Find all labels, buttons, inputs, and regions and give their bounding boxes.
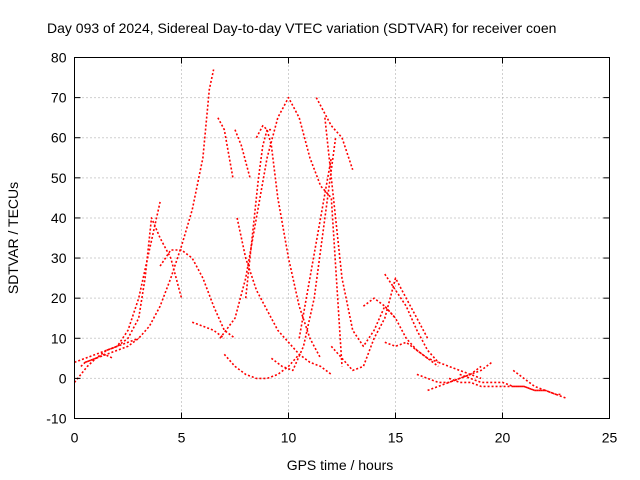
series-arc-16 [298, 157, 333, 339]
y-tick-label: 50 [51, 170, 67, 186]
y-tick-label: 40 [51, 210, 67, 226]
series-arc-07 [191, 321, 225, 339]
series-arc-01 [74, 337, 139, 364]
y-tick-label: 80 [51, 50, 67, 66]
series-arc-21 [384, 273, 482, 380]
series-arc-22 [384, 341, 439, 364]
series-arc-09 [234, 129, 251, 179]
y-axis-label: SDTVAR / TECUs [5, 182, 21, 294]
x-tick-label: 10 [281, 430, 297, 446]
series-arc-10 [236, 217, 332, 376]
y-tick-label: 20 [51, 290, 67, 306]
y-tick-label: 70 [51, 90, 67, 106]
plot-frame [74, 57, 610, 419]
series-arc-14 [255, 124, 322, 359]
x-axis-label: GPS time / hours [287, 457, 394, 473]
plot-area [73, 69, 567, 400]
series-arc-03 [80, 201, 161, 367]
series-arc-13 [244, 128, 272, 299]
series-arc-23 [416, 365, 482, 384]
series-arc-20 [362, 297, 439, 368]
series-arc-12 [219, 96, 343, 367]
x-tick-label: 15 [388, 430, 404, 446]
series-arc-27 [512, 369, 563, 396]
y-tick-label: 0 [59, 370, 67, 386]
grid [74, 57, 610, 419]
x-tick-label: 25 [602, 430, 618, 446]
series-arc-08 [217, 117, 234, 178]
series-arc-18 [324, 117, 397, 348]
series-arc-24 [427, 361, 493, 392]
y-tick-label: 10 [51, 330, 67, 346]
series-arc-17 [315, 97, 354, 171]
x-axis: 0 5 10 15 20 25 [71, 57, 618, 446]
chart-title: Day 093 of 2024, Sidereal Day-to-day VTE… [47, 20, 556, 36]
x-tick-label: 20 [495, 430, 511, 446]
series-arc-15 [270, 137, 337, 372]
series-arc-25 [448, 377, 546, 392]
series-arc-02 [73, 353, 114, 383]
y-tick-label: -10 [46, 411, 66, 427]
y-tick-label: 60 [51, 130, 67, 146]
x-tick-label: 0 [71, 430, 79, 446]
y-tick-label: 30 [51, 250, 67, 266]
series-arc-05 [84, 69, 215, 364]
x-tick-label: 5 [178, 430, 186, 446]
series-arc-19 [330, 277, 429, 372]
series-arc-11 [223, 353, 300, 380]
y-axis: -10 0 10 20 30 40 50 60 70 80 [46, 50, 610, 427]
series-arc-04 [106, 217, 183, 352]
series-arc-06 [159, 249, 236, 339]
